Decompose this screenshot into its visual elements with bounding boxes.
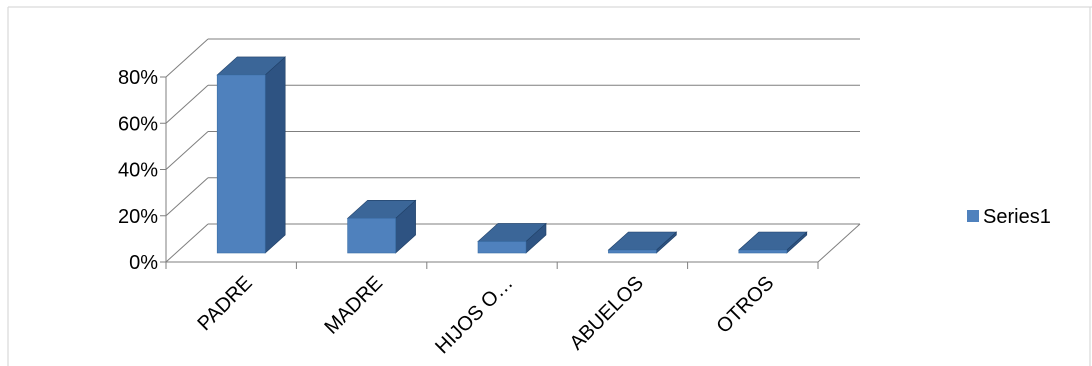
- gridline-wall: [165, 223, 209, 263]
- y-tick-label: 20%: [118, 206, 158, 228]
- gridline-wall: [165, 38, 209, 78]
- gridline-wall: [165, 131, 209, 170]
- x-tick-label: OTROS: [712, 272, 778, 338]
- y-tick-label: 0%: [129, 252, 158, 274]
- x-tick-label: ABUELOS: [566, 272, 648, 354]
- bar: [216, 74, 266, 254]
- x-tick-label: HIJOS O…: [431, 272, 517, 358]
- bar: [608, 249, 657, 254]
- gridline-wall: [165, 177, 209, 217]
- bar-side: [264, 56, 286, 254]
- gridline-wall: [165, 84, 209, 124]
- x-tick-label: MADRE: [321, 272, 388, 339]
- bar-top: [738, 231, 808, 251]
- y-tick-label: 80%: [118, 67, 158, 89]
- y-tick-label: 40%: [118, 160, 158, 182]
- legend-swatch: [967, 210, 979, 222]
- x-tick-label: PADRE: [194, 272, 257, 335]
- floor-right-edge: [817, 223, 861, 263]
- bar: [347, 218, 396, 254]
- y-tick-label: 60%: [118, 113, 158, 135]
- bar-top: [607, 231, 678, 251]
- bar: [738, 249, 788, 254]
- legend-label: Series1: [983, 206, 1051, 228]
- bar: [477, 241, 527, 254]
